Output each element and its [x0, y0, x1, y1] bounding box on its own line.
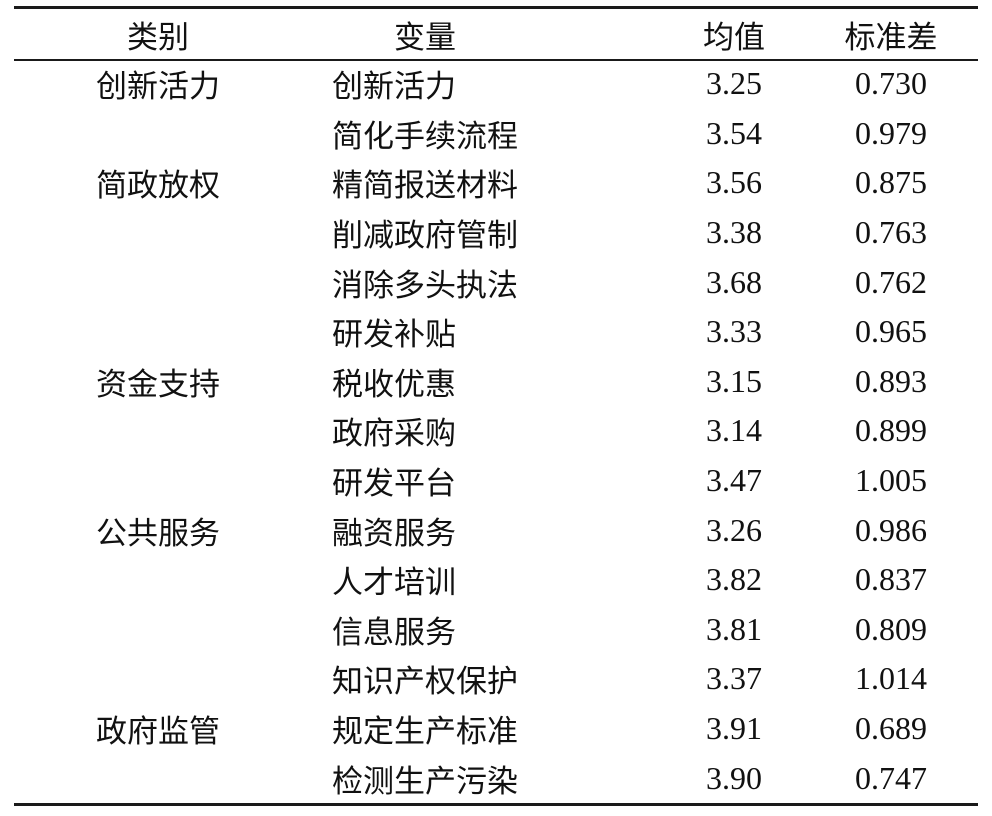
- sd-cell: 0.893: [855, 362, 927, 399]
- table-row: 消除多头执法 3.68 0.762: [14, 257, 978, 307]
- category-cell: 简政放权: [96, 168, 220, 205]
- table-header: 类别 变量 均值 标准差: [14, 9, 978, 59]
- variable-cell: 信息服务: [332, 614, 456, 651]
- top-rule: [14, 6, 978, 9]
- category-cell: 政府监管: [96, 714, 220, 751]
- mean-cell: 3.33: [706, 313, 762, 350]
- table-row: 资金支持 税收优惠 3.15 0.893: [14, 357, 978, 407]
- sd-cell: 0.747: [855, 759, 927, 796]
- data-table: 类别 变量 均值 标准差 创新活力 创新活力 3.25 0.730 简化手续流程 3.54…: [14, 9, 978, 803]
- sd-cell: 0.986: [855, 511, 927, 548]
- mean-cell: 3.14: [706, 412, 762, 449]
- variable-cell: 政府采购: [332, 416, 456, 453]
- variable-cell: 精简报送材料: [332, 168, 518, 205]
- mean-cell: 3.37: [706, 660, 762, 697]
- variable-cell: 检测生产污染: [332, 763, 518, 800]
- table-row: 削减政府管制 3.38 0.763: [14, 208, 978, 258]
- table-row: 政府监管 规定生产标准 3.91 0.689: [14, 704, 978, 754]
- table-row: 研发补贴 3.33 0.965: [14, 307, 978, 357]
- table-row: 公共服务 融资服务 3.26 0.986: [14, 505, 978, 555]
- sd-cell: 0.762: [855, 263, 927, 300]
- mean-cell: 3.38: [706, 214, 762, 251]
- mean-cell: 3.15: [706, 362, 762, 399]
- category-cell: [14, 605, 304, 655]
- category-cell: [14, 208, 304, 258]
- table-row: 研发平台 3.47 1.005: [14, 456, 978, 506]
- table-row: 人才培训 3.82 0.837: [14, 555, 978, 605]
- header-mean: 均值: [703, 19, 765, 56]
- mean-cell: 3.56: [706, 164, 762, 201]
- category-cell: 资金支持: [96, 366, 220, 403]
- variable-cell: 知识产权保护: [332, 664, 518, 701]
- sd-cell: 1.014: [855, 660, 927, 697]
- header-rule: [14, 59, 978, 61]
- sd-cell: 0.763: [855, 214, 927, 251]
- table-row: 简化手续流程 3.54 0.979: [14, 109, 978, 159]
- mean-cell: 3.25: [706, 65, 762, 102]
- sd-cell: 0.809: [855, 610, 927, 647]
- table-body: 创新活力 创新活力 3.25 0.730 简化手续流程 3.54 0.979 简政放权 精简报送…: [14, 59, 978, 803]
- category-cell: [14, 456, 304, 506]
- variable-cell: 创新活力: [332, 69, 456, 106]
- mean-cell: 3.26: [706, 511, 762, 548]
- variable-cell: 消除多头执法: [332, 267, 518, 304]
- table-row: 创新活力 创新活力 3.25 0.730: [14, 59, 978, 109]
- sd-cell: 1.005: [855, 462, 927, 499]
- bottom-rule: [14, 803, 978, 806]
- variable-cell: 人才培训: [332, 565, 456, 602]
- category-cell: [14, 307, 304, 357]
- variable-cell: 规定生产标准: [332, 714, 518, 751]
- table-row: 简政放权 精简报送材料 3.56 0.875: [14, 158, 978, 208]
- category-cell: [14, 753, 304, 803]
- sd-cell: 0.875: [855, 164, 927, 201]
- category-cell: [14, 555, 304, 605]
- variable-cell: 税收优惠: [332, 366, 456, 403]
- sd-cell: 0.689: [855, 710, 927, 747]
- sd-cell: 0.837: [855, 561, 927, 598]
- mean-cell: 3.90: [706, 759, 762, 796]
- category-cell: [14, 406, 304, 456]
- sd-cell: 0.965: [855, 313, 927, 350]
- table-row: 信息服务 3.81 0.809: [14, 605, 978, 655]
- variable-cell: 研发平台: [332, 466, 456, 503]
- mean-cell: 3.47: [706, 462, 762, 499]
- header-sd: 标准差: [844, 19, 938, 56]
- variable-cell: 研发补贴: [332, 317, 456, 354]
- mean-cell: 3.54: [706, 114, 762, 151]
- variable-cell: 简化手续流程: [332, 118, 518, 155]
- header-variable: 变量: [394, 19, 456, 56]
- header-row: 类别 变量 均值 标准差: [14, 9, 978, 59]
- mean-cell: 3.68: [706, 263, 762, 300]
- table-row: 政府采购 3.14 0.899: [14, 406, 978, 456]
- category-cell: 公共服务: [96, 515, 220, 552]
- mean-cell: 3.82: [706, 561, 762, 598]
- header-category: 类别: [127, 19, 189, 56]
- variable-cell: 融资服务: [332, 515, 456, 552]
- category-cell: [14, 654, 304, 704]
- mean-cell: 3.81: [706, 610, 762, 647]
- variable-cell: 削减政府管制: [332, 218, 518, 255]
- sd-cell: 0.979: [855, 114, 927, 151]
- category-cell: [14, 257, 304, 307]
- mean-cell: 3.91: [706, 710, 762, 747]
- sd-cell: 0.730: [855, 65, 927, 102]
- category-cell: 创新活力: [96, 69, 220, 106]
- sd-cell: 0.899: [855, 412, 927, 449]
- category-cell: [14, 109, 304, 159]
- table-row: 检测生产污染 3.90 0.747: [14, 753, 978, 803]
- table-row: 知识产权保护 3.37 1.014: [14, 654, 978, 704]
